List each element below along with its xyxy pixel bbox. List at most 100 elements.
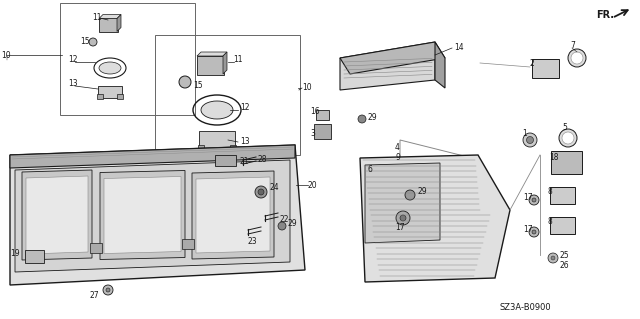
FancyBboxPatch shape xyxy=(182,239,194,249)
Circle shape xyxy=(396,211,410,225)
Polygon shape xyxy=(340,42,445,74)
Text: 13: 13 xyxy=(68,79,77,88)
Text: 12: 12 xyxy=(240,103,250,113)
Text: 8: 8 xyxy=(548,188,553,197)
Text: 4: 4 xyxy=(395,143,400,152)
Text: SZ3A-B0900: SZ3A-B0900 xyxy=(500,303,552,313)
Text: 19: 19 xyxy=(10,249,20,258)
Circle shape xyxy=(571,52,583,64)
Text: 6: 6 xyxy=(367,166,372,174)
Circle shape xyxy=(551,256,555,260)
Polygon shape xyxy=(104,176,181,254)
Text: 7: 7 xyxy=(570,41,575,49)
FancyBboxPatch shape xyxy=(550,217,575,234)
Circle shape xyxy=(278,222,286,230)
Circle shape xyxy=(179,76,191,88)
Circle shape xyxy=(562,132,574,144)
Text: 23: 23 xyxy=(248,238,258,247)
FancyBboxPatch shape xyxy=(550,151,582,174)
Circle shape xyxy=(529,227,539,237)
Polygon shape xyxy=(340,42,435,90)
Text: 13: 13 xyxy=(240,137,250,146)
Polygon shape xyxy=(223,52,227,74)
Circle shape xyxy=(358,115,366,123)
Text: 10: 10 xyxy=(302,84,312,93)
Bar xyxy=(155,35,300,155)
Ellipse shape xyxy=(201,101,233,119)
Polygon shape xyxy=(192,171,274,259)
Polygon shape xyxy=(10,145,305,285)
Text: 29: 29 xyxy=(417,188,427,197)
Polygon shape xyxy=(197,52,227,56)
Circle shape xyxy=(255,186,267,198)
Text: 14: 14 xyxy=(454,42,463,51)
Text: 1: 1 xyxy=(522,129,527,137)
Text: 11: 11 xyxy=(92,13,102,23)
Text: 17: 17 xyxy=(523,194,532,203)
FancyBboxPatch shape xyxy=(550,187,575,204)
Text: 24: 24 xyxy=(270,183,280,192)
Text: 3: 3 xyxy=(310,129,315,137)
Text: 15: 15 xyxy=(193,81,203,91)
Polygon shape xyxy=(26,176,88,254)
Text: 25: 25 xyxy=(560,250,570,259)
Circle shape xyxy=(529,195,539,205)
Text: 12: 12 xyxy=(68,56,77,64)
Circle shape xyxy=(258,189,264,195)
Text: 18: 18 xyxy=(549,153,559,162)
Bar xyxy=(117,94,123,99)
Text: 15: 15 xyxy=(80,38,90,47)
Text: 2: 2 xyxy=(530,58,535,68)
Circle shape xyxy=(400,215,406,221)
Circle shape xyxy=(103,285,113,295)
FancyBboxPatch shape xyxy=(314,123,330,138)
Circle shape xyxy=(532,230,536,234)
FancyBboxPatch shape xyxy=(24,249,44,263)
Polygon shape xyxy=(15,160,290,272)
Text: FR.: FR. xyxy=(596,10,614,20)
Text: 16: 16 xyxy=(310,108,319,116)
FancyBboxPatch shape xyxy=(99,18,118,32)
Text: 17: 17 xyxy=(523,226,532,234)
Polygon shape xyxy=(10,145,295,168)
Text: 20: 20 xyxy=(308,181,317,189)
Polygon shape xyxy=(117,14,121,32)
Text: 26: 26 xyxy=(560,261,570,270)
Text: 28: 28 xyxy=(258,155,268,165)
Circle shape xyxy=(527,137,534,144)
Polygon shape xyxy=(435,42,445,88)
Text: 29: 29 xyxy=(288,219,298,228)
Bar xyxy=(230,145,236,150)
FancyBboxPatch shape xyxy=(531,58,559,78)
Circle shape xyxy=(548,253,558,263)
Polygon shape xyxy=(365,163,440,243)
Text: 10: 10 xyxy=(1,50,11,60)
Text: 29: 29 xyxy=(368,113,378,122)
FancyBboxPatch shape xyxy=(98,86,122,98)
Text: 8: 8 xyxy=(548,218,553,226)
Polygon shape xyxy=(196,177,270,253)
Text: 5: 5 xyxy=(562,122,567,131)
Text: 17: 17 xyxy=(395,224,404,233)
Text: 21: 21 xyxy=(240,157,250,166)
Polygon shape xyxy=(22,170,92,260)
Text: 11: 11 xyxy=(233,56,243,64)
Circle shape xyxy=(106,288,110,292)
Text: 22: 22 xyxy=(280,216,289,225)
Text: 9: 9 xyxy=(395,152,400,161)
Circle shape xyxy=(89,38,97,46)
Circle shape xyxy=(532,198,536,202)
FancyBboxPatch shape xyxy=(199,131,235,149)
Circle shape xyxy=(405,190,415,200)
Circle shape xyxy=(559,129,577,147)
Bar xyxy=(97,94,103,99)
Polygon shape xyxy=(360,155,510,282)
Polygon shape xyxy=(99,14,121,19)
Polygon shape xyxy=(100,170,185,259)
FancyBboxPatch shape xyxy=(316,110,328,120)
Text: 27: 27 xyxy=(90,291,100,300)
Circle shape xyxy=(523,133,537,147)
FancyBboxPatch shape xyxy=(214,154,236,166)
FancyBboxPatch shape xyxy=(196,56,223,75)
Bar xyxy=(198,145,204,150)
